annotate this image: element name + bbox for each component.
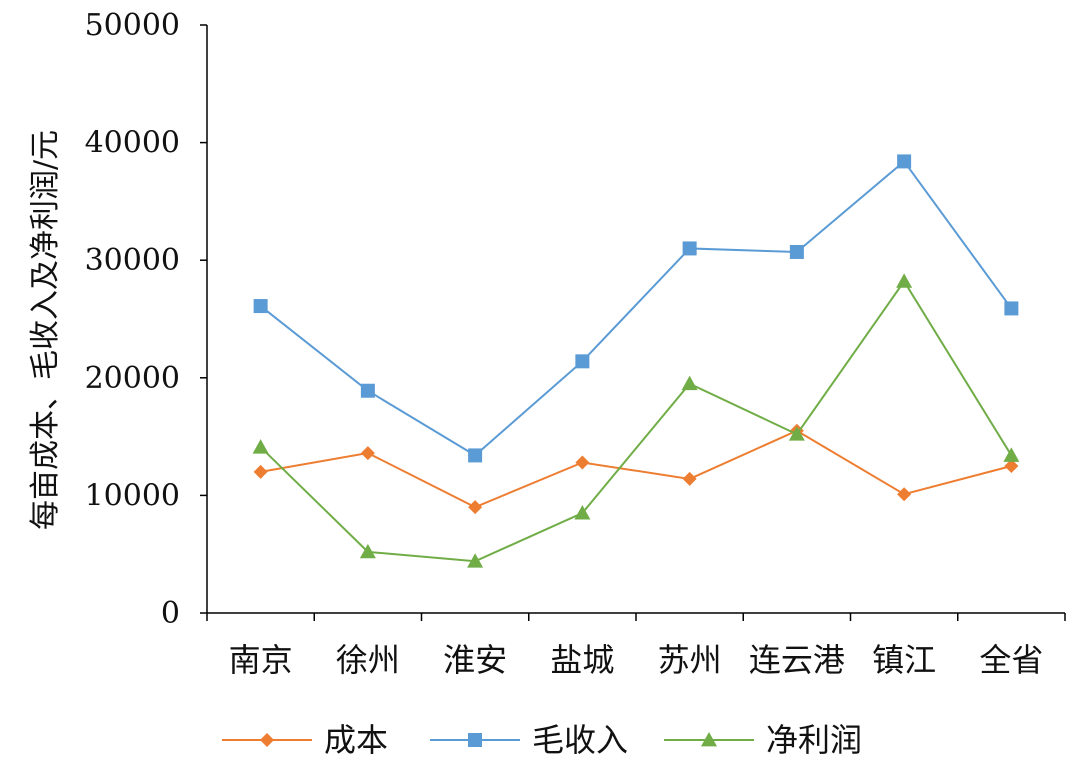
legend: 成本 毛收入 净利润: [222, 721, 862, 759]
data-point: [682, 241, 697, 256]
y-tick-label: 20000: [85, 361, 180, 396]
y-tick-label: 50000: [85, 8, 180, 43]
legend-item: 成本: [222, 721, 388, 759]
series-line: [260, 429, 1012, 509]
legend-marker: [468, 733, 482, 747]
tick-labels: 0 10000 20000 30000 40000 50000 南京 徐州 淮安 盐城 苏州 连云港镇…: [85, 8, 1044, 679]
data-point: [788, 426, 805, 441]
series-line: [259, 279, 1013, 563]
data-point: [681, 375, 698, 391]
x-tick-label: 徐州: [336, 641, 400, 679]
data-point: [574, 505, 591, 520]
y-tick-label: 40000: [85, 126, 180, 161]
y-tick-label: 30000: [85, 243, 180, 278]
series-毛收入: [253, 154, 1019, 463]
series-line: [260, 159, 1013, 457]
data-point: [1004, 459, 1019, 473]
data-point: [359, 543, 376, 559]
data-point: [252, 439, 269, 454]
legend-item: 净利润: [664, 721, 862, 759]
data-point: [575, 354, 590, 369]
legend-label: 成本: [324, 721, 388, 759]
legend-label: 毛收入: [532, 721, 628, 759]
legend-label: 净利润: [766, 721, 862, 759]
legend-item: 毛收入: [430, 721, 628, 759]
x-tick-label: 连云港: [749, 641, 845, 679]
data-point: [897, 487, 912, 502]
legend-marker: [260, 733, 274, 747]
x-tick-label: 淮安: [443, 641, 507, 679]
x-tick-label: 苏州: [658, 641, 722, 679]
x-tick-label: 南京: [229, 641, 293, 679]
series-净利润: [252, 273, 1020, 568]
series-成本: [253, 423, 1019, 515]
data-point: [897, 154, 912, 169]
axes: [200, 24, 1066, 621]
data-point: [1004, 301, 1019, 316]
data-point: [468, 500, 483, 515]
data-point: [253, 299, 268, 314]
data-point: [896, 273, 913, 288]
y-axis-title: 每亩成本、毛收入及净利润/元: [28, 130, 63, 530]
y-tick-label: 10000: [85, 478, 180, 513]
data-point: [575, 455, 590, 470]
series-lines: [252, 154, 1020, 568]
data-point: [789, 244, 804, 259]
data-point: [468, 448, 483, 463]
data-point: [1003, 447, 1020, 462]
x-tick-label: 镇江: [872, 641, 936, 679]
y-tick-label: 0: [161, 596, 180, 631]
data-point: [682, 471, 697, 486]
data-point: [467, 553, 484, 568]
x-tick-label: 全省: [979, 641, 1043, 679]
data-point: [253, 464, 268, 479]
legend-marker: [701, 732, 717, 747]
data-point: [360, 446, 375, 461]
x-tick-label: 盐城: [550, 641, 614, 679]
data-point: [360, 383, 375, 398]
